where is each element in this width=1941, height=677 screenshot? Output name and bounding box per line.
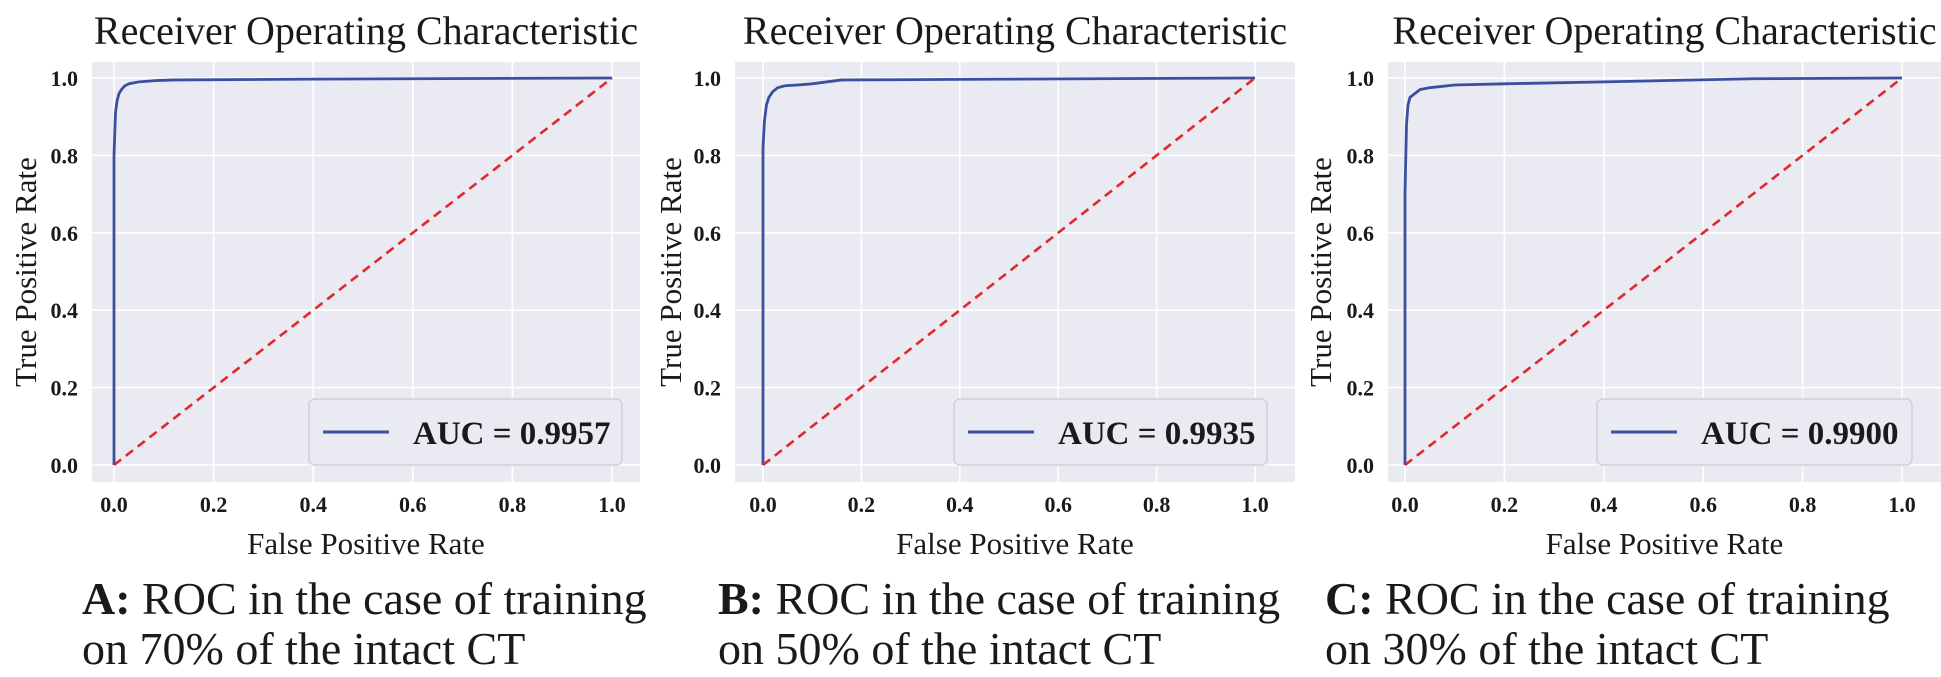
y-tick-label: 0.2 bbox=[694, 376, 722, 401]
x-tick-label: 0.4 bbox=[1590, 492, 1618, 517]
caption-b: B: ROC in the case of training on 50% of… bbox=[718, 574, 1318, 674]
y-tick-label: 0.0 bbox=[1347, 453, 1375, 478]
y-tick-label: 0.6 bbox=[694, 221, 722, 246]
chance-diagonal-line bbox=[113, 76, 613, 467]
x-tick-label: 0.8 bbox=[1789, 492, 1817, 517]
x-tick-label: 0.8 bbox=[1143, 492, 1171, 517]
chart-title: Receiver Operating Characteristic bbox=[94, 8, 638, 53]
legend-label: AUC = 0.9935 bbox=[1058, 416, 1256, 452]
legend-label: AUC = 0.9900 bbox=[1701, 416, 1899, 452]
y-tick-label: 0.8 bbox=[1347, 143, 1375, 168]
x-tick-label: 0.6 bbox=[1044, 492, 1072, 517]
legend-box bbox=[308, 398, 623, 466]
y-tick-label: 0.6 bbox=[1347, 221, 1375, 246]
legend: AUC = 0.9900 bbox=[1596, 398, 1913, 466]
x-tick-label: 0.0 bbox=[1391, 492, 1419, 517]
y-tick-label: 0.6 bbox=[51, 221, 79, 246]
caption-a: A: ROC in the case of training on 70% of… bbox=[82, 574, 682, 674]
legend-label: AUC = 0.9957 bbox=[413, 416, 611, 452]
y-axis-label: True Positive Rate bbox=[8, 157, 43, 387]
x-tick-label: 1.0 bbox=[1888, 492, 1916, 517]
x-tick-label: 0.6 bbox=[1689, 492, 1717, 517]
x-tick-label: 0.0 bbox=[100, 492, 128, 517]
x-tick-label: 0.2 bbox=[1491, 492, 1519, 517]
caption-a-text: ROC in the case of training on 70% of th… bbox=[82, 573, 647, 674]
y-tick-label: 0.4 bbox=[51, 298, 79, 323]
x-axis-label: False Positive Rate bbox=[1546, 526, 1784, 561]
x-axis-label: False Positive Rate bbox=[247, 526, 485, 561]
caption-a-label: A: bbox=[82, 573, 131, 624]
y-tick-label: 0.0 bbox=[694, 453, 722, 478]
y-tick-label: 0.0 bbox=[51, 453, 79, 478]
chart-title: Receiver Operating Characteristic bbox=[1392, 8, 1936, 53]
roc-curve-line bbox=[112, 76, 613, 465]
x-tick-label: 0.4 bbox=[299, 492, 327, 517]
y-tick-label: 0.8 bbox=[51, 143, 79, 168]
x-tick-label: 0.6 bbox=[399, 492, 427, 517]
legend-box bbox=[953, 398, 1268, 466]
y-tick-label: 0.2 bbox=[51, 376, 79, 401]
y-tick-label: 0.4 bbox=[1347, 298, 1375, 323]
x-tick-label: 0.0 bbox=[749, 492, 777, 517]
caption-c-text: ROC in the case of training on 30% of th… bbox=[1325, 573, 1890, 674]
roc-chart-b: 0.0 0.2 0.4 0.6 0.8 1.0 0.0 0.2 0.4 0.6 0.8 1.0 Rece… bbox=[653, 8, 1295, 561]
x-tick-label: 1.0 bbox=[1241, 492, 1269, 517]
x-tick-label: 0.2 bbox=[200, 492, 228, 517]
y-tick-label: 1.0 bbox=[694, 66, 722, 91]
roc-curve-line bbox=[761, 76, 1256, 465]
x-tick-label: 0.2 bbox=[848, 492, 876, 517]
legend-box bbox=[1596, 398, 1913, 466]
roc-curve-line bbox=[1403, 76, 1903, 465]
caption-c-label: C: bbox=[1325, 573, 1374, 624]
y-axis-label: True Positive Rate bbox=[653, 157, 688, 387]
caption-b-label: B: bbox=[718, 573, 764, 624]
legend: AUC = 0.9935 bbox=[953, 398, 1268, 466]
chart-title: Receiver Operating Characteristic bbox=[743, 8, 1287, 53]
x-tick-label: 0.8 bbox=[499, 492, 527, 517]
y-tick-label: 0.8 bbox=[694, 143, 722, 168]
x-tick-label: 0.4 bbox=[946, 492, 974, 517]
legend: AUC = 0.9957 bbox=[308, 398, 623, 466]
y-tick-label: 0.4 bbox=[694, 298, 722, 323]
y-axis-label: True Positive Rate bbox=[1303, 157, 1338, 387]
roc-chart-a: 0.0 0.2 0.4 0.6 0.8 1.0 0.0 0.2 0.4 0.6 0.8 1.0 Rece… bbox=[8, 8, 640, 561]
caption-b-text: ROC in the case of training on 50% of th… bbox=[718, 573, 1281, 674]
y-tick-label: 1.0 bbox=[1347, 66, 1375, 91]
x-axis-label: False Positive Rate bbox=[896, 526, 1134, 561]
y-tick-label: 0.2 bbox=[1347, 376, 1375, 401]
y-tick-label: 1.0 bbox=[51, 66, 79, 91]
roc-chart-c: 0.0 0.2 0.4 0.6 0.8 1.0 0.0 0.2 0.4 0.6 0.8 1.0 Rece… bbox=[1303, 8, 1941, 561]
caption-c: C: ROC in the case of training on 30% of… bbox=[1325, 574, 1925, 674]
x-tick-label: 1.0 bbox=[598, 492, 626, 517]
